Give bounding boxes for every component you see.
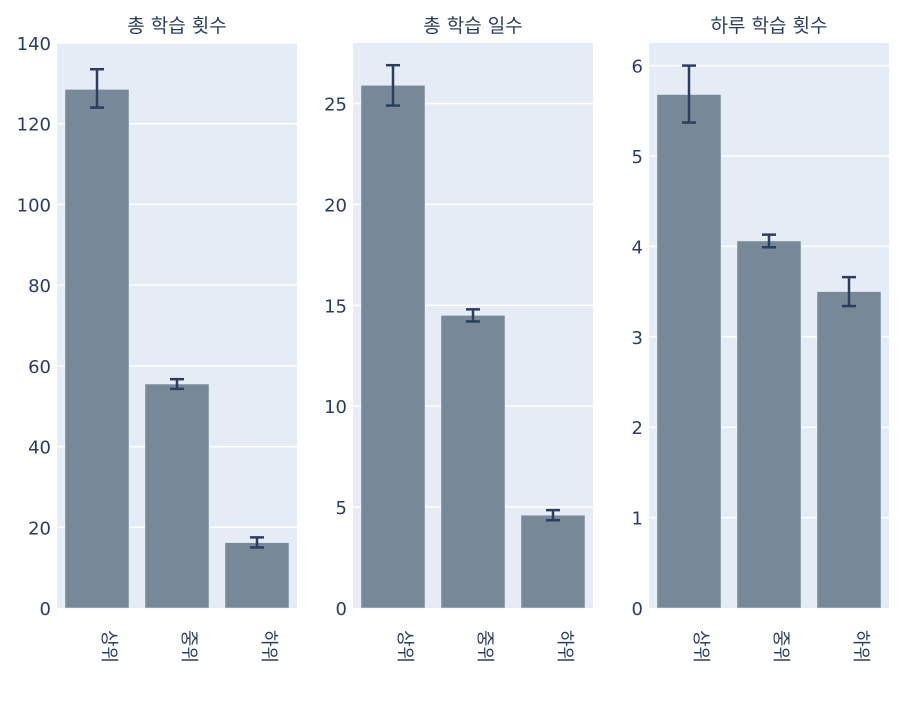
ytick-label-daily-count: 3 <box>632 328 643 349</box>
bar-daily-count-0 <box>656 94 722 609</box>
ytick-label-daily-count: 6 <box>632 57 643 78</box>
chart-title-total-days: 총 학습 일수 <box>423 15 522 37</box>
bar-daily-count-1 <box>736 240 802 609</box>
ytick-label-total-days: 5 <box>336 498 347 519</box>
ytick-label-total-count: 140 <box>17 34 51 55</box>
ytick-label-total-count: 0 <box>40 599 51 620</box>
ytick-label-total-count: 20 <box>28 518 51 539</box>
xtick-label-daily-count-0: 상위 <box>690 630 711 663</box>
ytick-label-total-count: 40 <box>28 438 51 459</box>
xtick-label-daily-count-1: 중위 <box>770 630 791 663</box>
bar-total-days-0 <box>360 85 426 609</box>
bar-daily-count-2 <box>816 291 882 609</box>
bar-total-days-1 <box>440 315 506 609</box>
bar-total-days-2 <box>520 514 586 609</box>
xtick-label-daily-count-2: 하위 <box>850 630 871 663</box>
xtick-label-total-days-1: 중위 <box>474 630 495 663</box>
xtick-label-total-count-1: 중위 <box>178 630 199 663</box>
bar-total-count-1 <box>144 383 210 609</box>
chart-title-daily-count: 하루 학습 횟수 <box>711 15 828 37</box>
ytick-label-total-count: 100 <box>17 195 51 216</box>
ytick-label-daily-count: 4 <box>632 237 643 258</box>
ytick-label-total-days: 25 <box>324 95 347 116</box>
ytick-label-total-count: 80 <box>28 276 51 297</box>
ytick-label-daily-count: 2 <box>632 418 643 439</box>
ytick-label-total-count: 120 <box>17 115 51 136</box>
ytick-label-total-count: 60 <box>28 357 51 378</box>
ytick-label-daily-count: 0 <box>632 599 643 620</box>
ytick-label-total-days: 0 <box>336 599 347 620</box>
bar-total-count-0 <box>64 89 130 609</box>
xtick-label-total-count-0: 상위 <box>98 630 119 663</box>
bar-total-count-2 <box>224 542 290 609</box>
ytick-label-daily-count: 5 <box>632 147 643 168</box>
ytick-label-total-days: 10 <box>324 397 347 418</box>
ytick-label-total-days: 15 <box>324 296 347 317</box>
xtick-label-total-days-2: 하위 <box>554 630 575 663</box>
chart-title-total-count: 총 학습 횟수 <box>127 15 226 37</box>
ytick-label-daily-count: 1 <box>632 509 643 530</box>
xtick-label-total-days-0: 상위 <box>394 630 415 663</box>
ytick-label-total-days: 20 <box>324 195 347 216</box>
xtick-label-total-count-2: 하위 <box>258 630 279 663</box>
